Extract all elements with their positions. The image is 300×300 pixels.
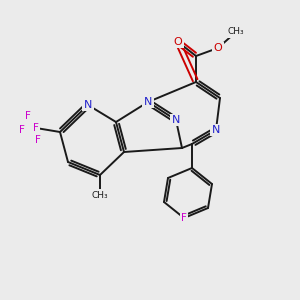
Text: F: F xyxy=(35,135,41,145)
Text: N: N xyxy=(144,97,152,107)
Text: CH₃: CH₃ xyxy=(228,28,244,37)
Text: CH₃: CH₃ xyxy=(92,190,108,200)
Text: N: N xyxy=(172,115,180,125)
Text: N: N xyxy=(84,100,92,110)
Text: F: F xyxy=(181,213,187,223)
Text: O: O xyxy=(174,37,182,47)
Text: F: F xyxy=(33,123,39,133)
Text: O: O xyxy=(214,43,222,53)
Text: N: N xyxy=(212,125,220,135)
Text: F: F xyxy=(25,111,31,121)
Text: F: F xyxy=(19,125,25,135)
